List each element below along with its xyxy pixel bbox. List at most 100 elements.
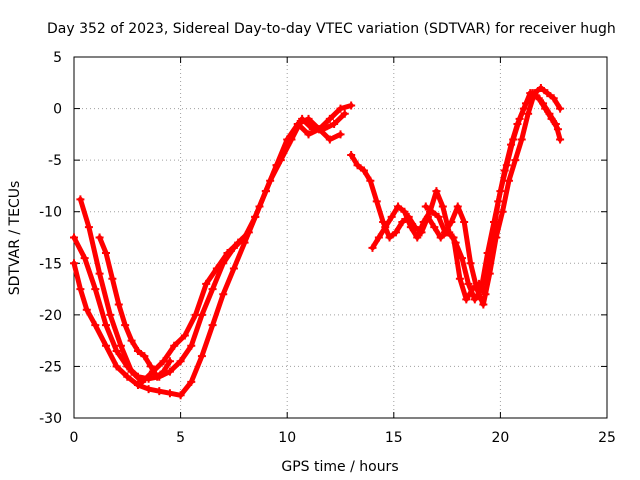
data-point-marker [447, 218, 456, 227]
data-point-marker [394, 202, 403, 211]
data-point-marker [101, 321, 110, 330]
y-tick-label: -25 [39, 359, 62, 375]
data-point-marker [112, 362, 121, 371]
data-point-marker [381, 223, 390, 232]
data-point-marker [82, 305, 91, 314]
data-point-marker [114, 300, 123, 309]
series-line [71, 103, 354, 398]
series-trace-f [368, 89, 562, 304]
data-point-marker [91, 285, 100, 294]
data-point-marker [541, 104, 550, 113]
data-point-marker [165, 389, 174, 398]
data-point-marker [466, 259, 475, 268]
data-point-marker [244, 228, 253, 237]
data-point-marker [153, 372, 162, 381]
y-tick-label: 0 [53, 102, 62, 118]
data-point-marker [304, 130, 313, 139]
data-point-marker [517, 135, 526, 144]
data-point-marker [470, 295, 479, 304]
data-point-marker [208, 321, 217, 330]
data-point-marker [438, 202, 447, 211]
data-point-marker [191, 310, 200, 319]
data-point-marker [353, 161, 362, 170]
data-point-marker [458, 254, 467, 263]
data-point-marker [176, 391, 185, 400]
data-point-marker [187, 377, 196, 386]
data-point-marker [123, 372, 132, 381]
series-layer [70, 83, 565, 400]
data-point-marker [391, 228, 400, 237]
series-trace-d [95, 233, 174, 381]
series-line [348, 90, 563, 302]
y-tick-label: -10 [39, 205, 62, 221]
data-point-marker [219, 290, 228, 299]
series-line [77, 111, 348, 385]
data-point-marker [479, 300, 488, 309]
series-line [423, 85, 563, 307]
chart-title: Day 352 of 2023, Sidereal Day-to-day VTE… [47, 21, 616, 37]
data-point-marker [536, 83, 545, 92]
data-point-marker [146, 362, 155, 371]
data-point-marker [106, 310, 115, 319]
data-point-marker [180, 331, 189, 340]
data-point-marker [502, 161, 511, 170]
data-point-marker [95, 269, 104, 278]
data-point-marker [511, 156, 520, 165]
data-point-marker [133, 346, 142, 355]
data-point-marker [76, 285, 85, 294]
data-point-marker [116, 341, 125, 350]
data-point-marker [385, 233, 394, 242]
x-tick-label: 20 [491, 430, 509, 446]
data-point-marker [432, 187, 441, 196]
y-tick-label: -20 [39, 308, 62, 324]
data-point-marker [330, 120, 339, 129]
data-point-marker [133, 380, 142, 389]
data-point-marker [521, 99, 530, 108]
data-point-marker [176, 357, 185, 366]
data-point-marker [112, 346, 121, 355]
data-point-marker [372, 197, 381, 206]
x-tick-label: 25 [598, 430, 616, 446]
data-point-marker [440, 228, 449, 237]
data-point-marker [276, 156, 285, 165]
data-point-marker [202, 279, 211, 288]
axis-ticks: 0 5 10 15 20 25 -30 -25 -20 -15 -10 -5 0 5 [39, 50, 616, 446]
data-point-marker [208, 285, 217, 294]
data-point-marker [547, 114, 556, 123]
data-point-marker [374, 233, 383, 242]
data-point-marker [434, 212, 443, 221]
data-point-marker [336, 104, 345, 113]
data-point-marker [359, 166, 368, 175]
data-point-marker [159, 367, 168, 376]
data-point-marker [170, 341, 179, 350]
data-point-marker [101, 341, 110, 350]
series-line [370, 90, 561, 302]
data-point-marker [398, 218, 407, 227]
x-axis-label: GPS time / hours [281, 459, 398, 475]
data-point-marker [556, 104, 565, 113]
data-point-marker [413, 233, 422, 242]
data-point-marker [138, 377, 147, 386]
data-point-marker [430, 223, 439, 232]
data-point-marker [368, 243, 377, 252]
data-point-marker [464, 279, 473, 288]
x-tick-label: 15 [385, 430, 403, 446]
data-point-marker [496, 187, 505, 196]
data-point-marker [483, 248, 492, 257]
data-point-marker [298, 114, 307, 123]
data-point-marker [451, 238, 460, 247]
x-tick-label: 10 [278, 430, 296, 446]
data-point-marker [543, 89, 552, 98]
y-tick-label: 5 [53, 50, 62, 66]
y-tick-label: -15 [39, 256, 62, 272]
data-point-marker [419, 218, 428, 227]
data-point-marker [101, 248, 110, 257]
data-point-marker [347, 101, 356, 110]
data-point-marker [490, 218, 499, 227]
x-tick-label: 5 [176, 430, 185, 446]
data-point-marker [76, 195, 85, 204]
data-point-marker [165, 357, 174, 366]
data-point-marker [436, 233, 445, 242]
data-point-marker [553, 125, 562, 134]
data-point-marker [492, 233, 501, 242]
